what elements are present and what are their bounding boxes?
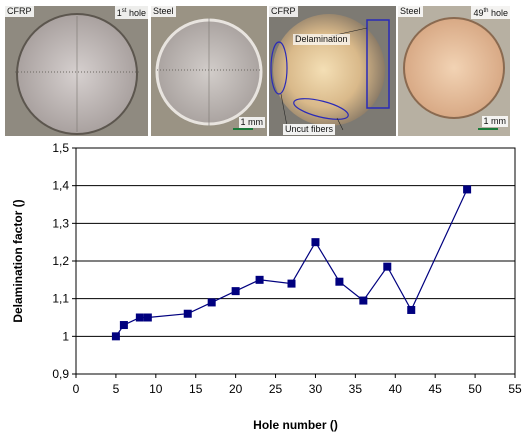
x-tick-label: 55: [508, 382, 522, 396]
drilled-hole-image: [151, 6, 267, 136]
y-tick-label: 1: [62, 329, 69, 343]
scale-bar-label: 1 mm: [238, 117, 265, 128]
x-tick-label: 0: [73, 382, 80, 396]
photo-material-label: Steel: [151, 6, 176, 17]
x-tick-label: 50: [468, 382, 482, 396]
data-point-marker: [119, 321, 128, 330]
drilled-hole-image: [5, 6, 148, 136]
y-tick-label: 1,1: [52, 292, 69, 306]
photo-cfrp-49th-hole: CFRP Delamination Uncut fibers: [269, 6, 396, 136]
photo-cfrp-first-hole: CFRP 1st hole: [5, 6, 148, 136]
y-tick-label: 0,9: [52, 367, 69, 381]
data-points: [111, 185, 472, 341]
uncut-fibers-marker: [270, 41, 288, 95]
y-tick-label: 1,5: [52, 141, 69, 155]
data-point-marker: [287, 279, 296, 288]
x-tick-label: 30: [309, 382, 323, 396]
uncut-fibers-marker: [293, 98, 349, 120]
x-tick-label: 10: [149, 382, 163, 396]
y-axis-label: Delamination factor (): [11, 199, 25, 322]
photo-material-label: CFRP: [269, 6, 298, 17]
x-tick-label: 45: [429, 382, 443, 396]
data-point-marker: [231, 287, 240, 296]
data-point-marker: [311, 238, 320, 247]
gridlines: [76, 147, 515, 375]
delamination-label: Delamination: [293, 34, 350, 45]
y-tick-label: 1,4: [52, 179, 69, 193]
drilled-hole-image: [269, 6, 396, 136]
data-point-marker: [383, 262, 392, 271]
delamination-marker: [366, 19, 390, 109]
photo-steel-first-hole: Steel 1 mm: [151, 6, 267, 136]
y-tick-label: 1,3: [52, 216, 69, 230]
x-tick-label: 35: [349, 382, 363, 396]
y-tick-label: 1,2: [52, 254, 69, 268]
series-line: [115, 189, 468, 337]
scale-bar-label: 1 mm: [481, 116, 508, 127]
data-point-marker: [359, 296, 368, 305]
x-tick-label: 20: [229, 382, 243, 396]
photo-steel-49th-hole: Steel 49th hole 1 mm: [398, 6, 510, 136]
data-point-marker: [143, 313, 152, 322]
data-point-marker: [207, 298, 216, 307]
x-tick-label: 25: [269, 382, 283, 396]
x-tick-label: 15: [189, 382, 203, 396]
data-point-marker: [111, 332, 120, 341]
data-point-marker: [463, 185, 472, 194]
y-axis-ticks: 0,9 1 1,1 1,2 1,3 1,4 1,5: [52, 141, 76, 381]
drilled-hole-image: [398, 6, 510, 136]
data-point-marker: [335, 277, 344, 286]
x-axis-ticks: 0 5 10 15 20 25 30 35 40 45 50 55: [73, 374, 522, 396]
photo-material-label: CFRP: [5, 6, 34, 17]
x-axis-label: Hole number (): [253, 418, 338, 432]
hole-number-label: 1st hole: [114, 6, 148, 19]
data-point-marker: [183, 309, 192, 318]
delamination-chart: 0,9 1 1,1 1,2 1,3 1,4 1,5 0 5 10 15 20 25 30 35 40 45 50…: [11, 141, 522, 432]
hole-number-label: 49th hole: [471, 6, 510, 19]
x-tick-label: 40: [389, 382, 403, 396]
uncut-fibers-label: Uncut fibers: [283, 124, 336, 135]
photo-material-label: Steel: [398, 6, 423, 17]
data-point-marker: [135, 313, 144, 322]
data-point-marker: [255, 275, 264, 284]
x-tick-label: 5: [113, 382, 120, 396]
data-point-marker: [407, 305, 416, 314]
